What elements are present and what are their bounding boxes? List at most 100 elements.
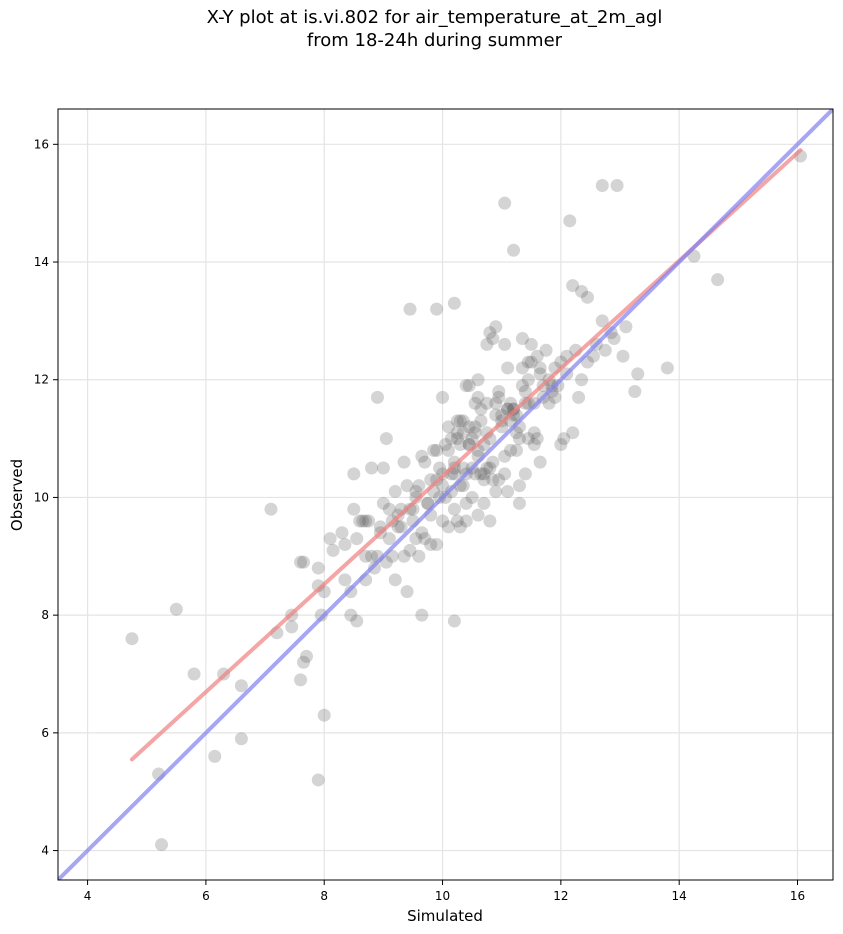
data-point [450,426,464,440]
data-point [459,514,473,528]
data-point [486,332,500,346]
data-point [515,361,529,375]
data-point [527,396,541,410]
data-point [474,414,488,428]
data-point [595,314,609,328]
data-point [548,390,562,404]
data-point [187,667,201,681]
data-point [125,632,139,646]
data-point [507,408,521,422]
data-point [456,426,470,440]
data-point [542,396,556,410]
data-point [533,455,547,469]
data-point [436,390,450,404]
data-point [347,467,361,481]
data-point [297,655,311,669]
data-point [388,485,402,499]
data-point [376,461,390,475]
data-point [439,437,452,451]
data-point [418,455,432,469]
data-point [323,532,337,546]
data-point [515,332,529,346]
y-tick-label: 8 [41,608,49,622]
data-point [441,420,455,434]
data-point [483,514,497,528]
data-point [299,649,313,663]
data-point [616,349,630,363]
data-point [326,543,340,557]
data-point [317,708,331,722]
identity-line [58,109,833,880]
data-point [507,243,521,257]
y-tick-label: 6 [41,726,49,740]
data-point [294,555,308,569]
data-point [545,385,559,399]
data-point [338,573,352,587]
data-point [566,279,580,293]
data-point [610,179,624,193]
data-point [394,520,408,534]
data-point [359,549,373,563]
data-point [533,361,547,375]
data-point [453,414,467,428]
y-tick-label: 10 [34,490,49,504]
data-point [598,343,612,357]
data-point [397,455,411,469]
data-point [480,426,494,440]
data-point [521,355,535,369]
x-tick-label: 10 [435,889,450,903]
data-point [524,355,538,369]
y-tick-label: 12 [34,373,49,387]
data-point [468,396,482,410]
data-point [483,326,497,340]
x-axis-label: Simulated [407,907,483,925]
data-point [628,385,642,399]
data-point [524,337,538,351]
scatter-points [125,149,807,852]
x-tick-label: 12 [553,889,568,903]
plot-frame [57,108,834,881]
data-point [521,373,535,387]
data-point [347,502,361,516]
data-point [430,443,444,457]
data-point [415,449,429,463]
data-point [412,479,426,493]
data-point [444,432,458,446]
data-point [468,426,482,440]
data-point [474,467,488,481]
data-point [436,479,450,493]
data-point [430,302,444,316]
data-point [433,490,447,504]
data-point [486,455,500,469]
data-point [365,549,379,563]
data-point [480,461,494,475]
data-point [492,473,506,487]
data-point [450,414,464,428]
x-tick-label: 4 [84,889,92,903]
chart-title: X-Y plot at is.vi.802 for air_temperatur… [0,6,843,52]
data-point [403,543,417,557]
data-point [477,473,491,487]
data-point [433,461,447,475]
data-point [504,396,518,410]
data-point [430,538,444,552]
data-point [424,538,438,552]
data-point [498,337,512,351]
data-point [376,496,390,510]
data-point [530,349,544,363]
data-point [498,196,512,210]
data-point [370,390,384,404]
data-point [530,432,544,446]
data-point [509,443,523,457]
data-point [477,496,491,510]
data-point [397,549,411,563]
data-point [418,532,432,546]
data-point [169,602,183,616]
data-point [388,573,402,587]
data-point [554,437,568,451]
data-point [335,526,349,540]
data-point [391,520,405,534]
data-point [465,432,479,446]
data-point [631,367,645,381]
